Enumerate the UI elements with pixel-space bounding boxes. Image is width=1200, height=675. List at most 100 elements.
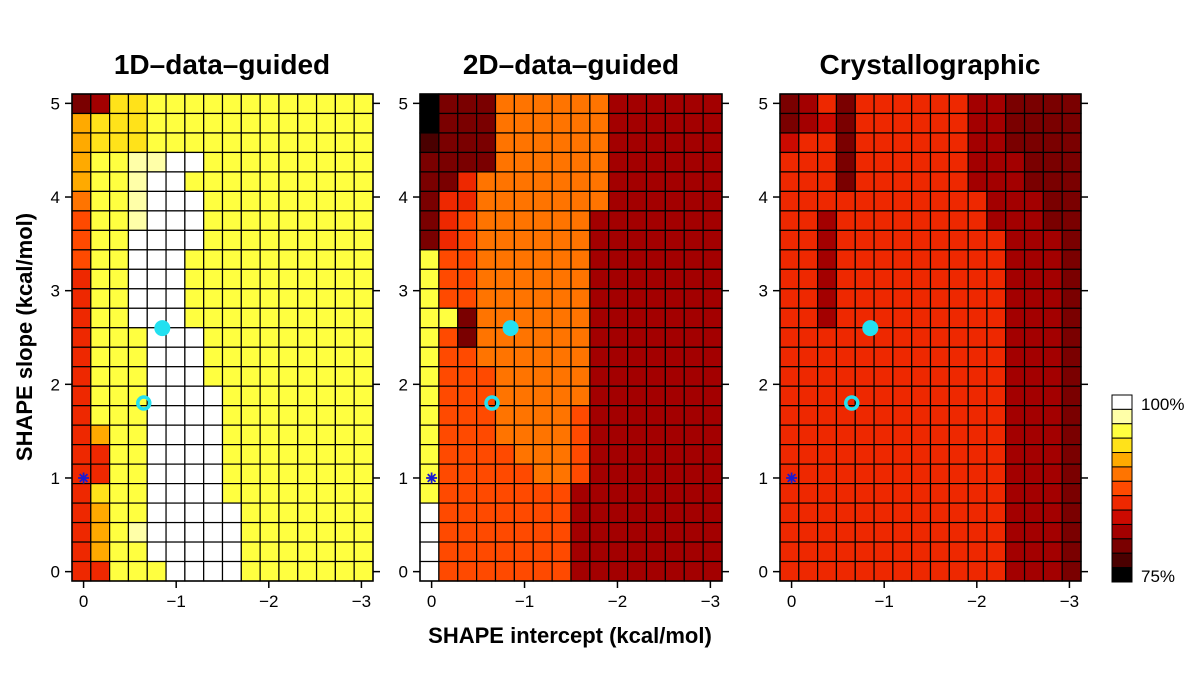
heatmap-cell (221, 521, 242, 543)
heatmap-cell (165, 483, 186, 504)
heatmap-cell (1061, 405, 1082, 426)
heatmap-cell (221, 132, 242, 154)
heatmap-cell (203, 327, 224, 348)
heatmap-cell (259, 268, 280, 290)
heatmap-cell (278, 249, 299, 270)
heatmap-cell (165, 560, 186, 582)
heatmap-cell (948, 171, 969, 192)
heatmap-cell (457, 268, 478, 290)
heatmap-cell (419, 560, 440, 582)
heatmap-cell (532, 93, 553, 115)
heatmap-cell (221, 560, 242, 582)
heatmap-cell (353, 249, 374, 270)
heatmap-cell (146, 112, 167, 134)
heatmap-cell (911, 93, 932, 115)
heatmap-cell (702, 93, 723, 115)
heatmap-cell (127, 210, 148, 231)
heatmap-cell (986, 151, 1007, 173)
heatmap-cell (589, 190, 610, 212)
heatmap-cell (419, 93, 440, 115)
heatmap-cell (798, 483, 819, 504)
heatmap-cell (835, 560, 856, 582)
heatmap-cell (873, 424, 894, 446)
heatmap-cell (438, 171, 459, 192)
heatmap-cell (551, 268, 572, 290)
heatmap-cell (873, 405, 894, 426)
heatmap-cell (986, 307, 1007, 329)
heatmap-cell (476, 190, 497, 212)
heatmap-cell (817, 190, 838, 212)
heatmap-cell (873, 366, 894, 387)
heatmap-cell (551, 190, 572, 212)
heatmap-cell (986, 249, 1007, 270)
heatmap-cell (798, 268, 819, 290)
heatmap-cell (476, 483, 497, 504)
heatmap-cell (798, 132, 819, 154)
heatmap-cell (1061, 268, 1082, 290)
heatmap-cell (297, 268, 318, 290)
heatmap-cell (476, 327, 497, 348)
heatmap-cell (146, 93, 167, 115)
heatmap-cell (986, 327, 1007, 348)
heatmap-cell (165, 249, 186, 270)
heatmap-cell (90, 288, 111, 309)
heatmap-cell (683, 112, 704, 134)
heatmap-cell (532, 463, 553, 485)
colorbar (1111, 394, 1133, 583)
heatmap-cell (203, 249, 224, 270)
heatmap-cell (334, 112, 355, 134)
heatmap-cell (683, 521, 704, 543)
heatmap-cell (457, 483, 478, 504)
heatmap-cell (986, 502, 1007, 524)
heatmap-cell (873, 132, 894, 154)
heatmap-cell (570, 541, 591, 563)
heatmap-cell (532, 171, 553, 192)
heatmap-cell (892, 502, 913, 524)
x-tick-label: 0 (787, 592, 796, 611)
heatmap-cell (948, 366, 969, 387)
heatmap-cell (589, 268, 610, 290)
marker-open-circle (136, 395, 152, 411)
heatmap-cell (664, 444, 685, 465)
heatmap-cell (967, 93, 988, 115)
heatmap-cell (315, 502, 336, 524)
heatmap-cell (608, 229, 629, 251)
heatmap-cell (419, 424, 440, 446)
heatmap-cell (457, 190, 478, 212)
heatmap-cell (494, 366, 515, 387)
heatmap-cell (664, 268, 685, 290)
heatmap-cell (929, 444, 950, 465)
heatmap-cell (627, 483, 648, 504)
heatmap-cell (873, 112, 894, 134)
heatmap-cell (645, 405, 666, 426)
heatmap-cell (911, 151, 932, 173)
heatmap-cell (494, 521, 515, 543)
heatmap-cell (683, 171, 704, 192)
heatmap-cell (476, 424, 497, 446)
heatmap-cell (911, 132, 932, 154)
y-tick-label: 1 (399, 469, 408, 488)
heatmap-cell (702, 560, 723, 582)
heatmap-cell (259, 93, 280, 115)
heatmap-cell (1042, 521, 1063, 543)
heatmap-cell (90, 210, 111, 231)
heatmap-cell (315, 132, 336, 154)
heatmap-cell (353, 463, 374, 485)
heatmap-cell (702, 151, 723, 173)
heatmap-cell (513, 483, 534, 504)
heatmap-cell (457, 521, 478, 543)
heatmap-cell (967, 288, 988, 309)
heatmap-cell (184, 249, 205, 270)
heatmap-cell (494, 444, 515, 465)
heatmap-cell (967, 346, 988, 368)
heatmap-cell (798, 346, 819, 368)
heatmap-cell (184, 483, 205, 504)
heatmap-cell (873, 560, 894, 582)
y-tick-label: 3 (399, 282, 408, 301)
heatmap-cell (779, 346, 800, 368)
heatmap-cell (986, 229, 1007, 251)
heatmap-cell (476, 346, 497, 368)
heatmap-cell (476, 93, 497, 115)
heatmap-cell (570, 405, 591, 426)
heatmap-cell (476, 288, 497, 309)
